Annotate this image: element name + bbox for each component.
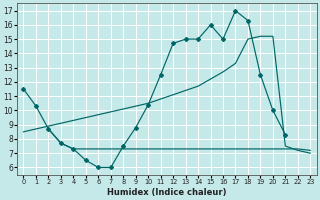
- X-axis label: Humidex (Indice chaleur): Humidex (Indice chaleur): [107, 188, 227, 197]
